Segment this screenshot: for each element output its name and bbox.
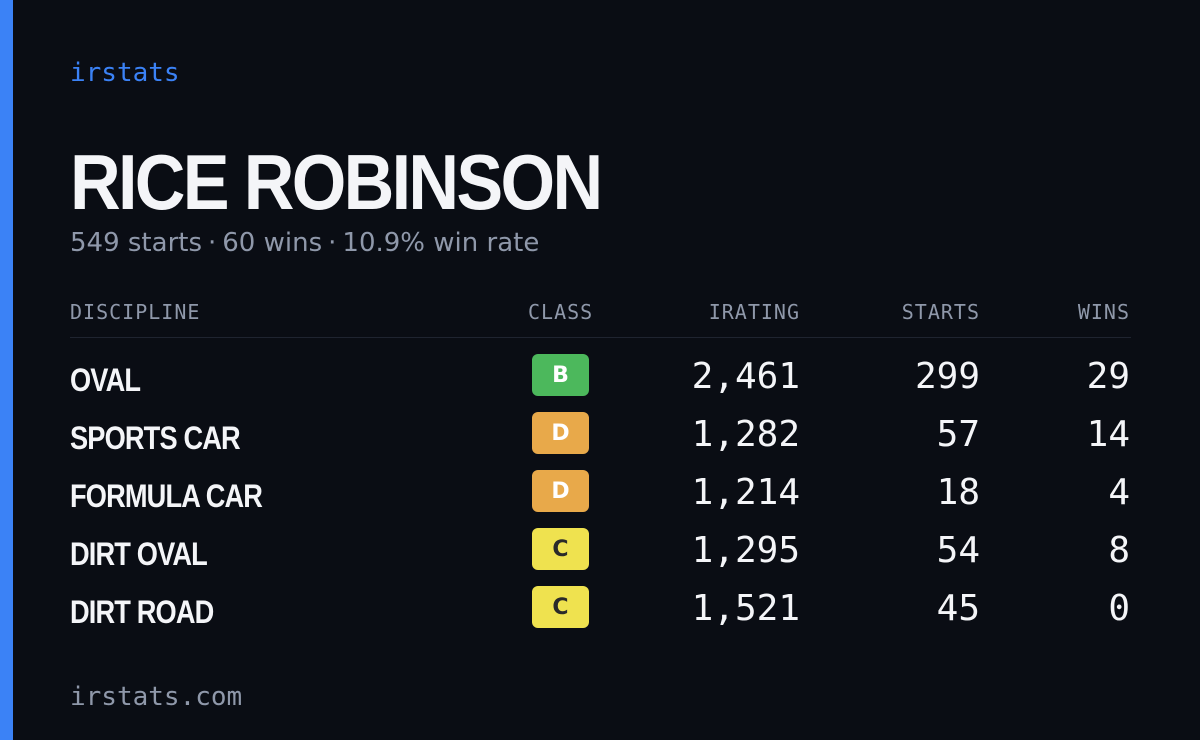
win-rate-summary: 10.9% win rate <box>342 228 540 258</box>
table-row: SPORTS CAR D 1,282 57 14 <box>0 412 1200 470</box>
discipline-name: SPORTS CAR <box>70 420 241 456</box>
header-wins: WINS <box>1077 300 1130 324</box>
discipline-name: FORMULA CAR <box>70 478 263 514</box>
brand-logo: irstats <box>70 58 180 88</box>
header-class: CLASS <box>528 300 594 324</box>
irating-value: 1,214 <box>691 472 800 513</box>
class-badge: B <box>532 354 589 396</box>
irating-value: 1,521 <box>691 588 800 629</box>
wins-value: 8 <box>1108 530 1130 571</box>
starts-value: 57 <box>936 414 980 455</box>
class-badge: D <box>532 470 589 512</box>
wins-value: 14 <box>1086 414 1130 455</box>
separator: · <box>208 228 217 258</box>
discipline-name: DIRT OVAL <box>70 536 208 572</box>
discipline-name: DIRT ROAD <box>70 594 214 630</box>
starts-value: 45 <box>936 588 980 629</box>
accent-bar <box>0 0 13 740</box>
starts-summary: 549 starts <box>70 228 202 258</box>
irating-value: 1,282 <box>691 414 800 455</box>
irating-value: 1,295 <box>691 530 800 571</box>
discipline-name: OVAL <box>70 362 141 398</box>
separator: · <box>328 228 337 258</box>
table-row: DIRT OVAL C 1,295 54 8 <box>0 528 1200 586</box>
table-row: DIRT ROAD C 1,521 45 0 <box>0 586 1200 644</box>
table-row: OVAL B 2,461 299 29 <box>0 354 1200 412</box>
starts-value: 54 <box>936 530 980 571</box>
footer-url: irstats.com <box>70 682 243 712</box>
header-divider <box>70 337 1131 338</box>
header-discipline: DISCIPLINE <box>70 300 201 324</box>
driver-name: RICE ROBINSON <box>70 138 603 226</box>
driver-summary: 549 starts · 60 wins · 10.9% win rate <box>70 228 539 258</box>
wins-value: 29 <box>1086 356 1130 397</box>
header-irating: IRATING <box>708 300 800 324</box>
starts-value: 299 <box>914 356 980 397</box>
header-starts: STARTS <box>901 300 980 324</box>
wins-value: 0 <box>1108 588 1130 629</box>
starts-value: 18 <box>936 472 980 513</box>
wins-value: 4 <box>1108 472 1130 513</box>
class-badge: C <box>532 528 589 570</box>
class-badge: D <box>532 412 589 454</box>
class-badge: C <box>532 586 589 628</box>
wins-summary: 60 wins <box>222 228 323 258</box>
irating-value: 2,461 <box>691 356 800 397</box>
table-row: FORMULA CAR D 1,214 18 4 <box>0 470 1200 528</box>
